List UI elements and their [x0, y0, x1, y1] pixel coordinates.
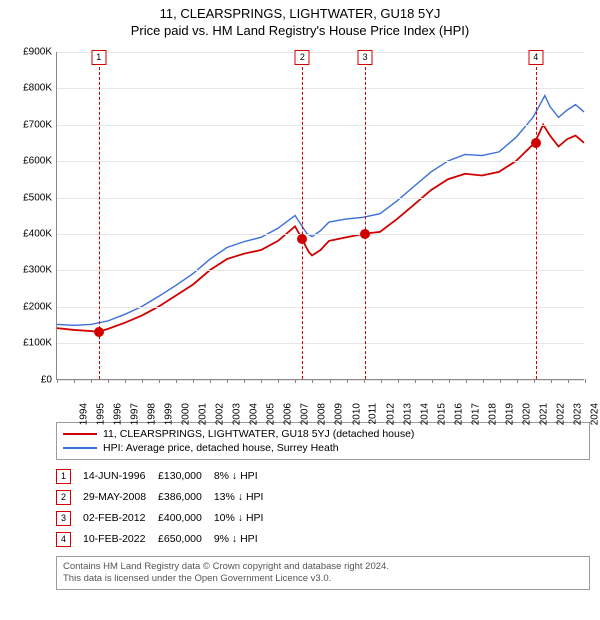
title-address: 11, CLEARSPRINGS, LIGHTWATER, GU18 5YJ	[0, 6, 600, 23]
sale-date: 14-JUN-1996	[83, 466, 158, 487]
chart-area: £0 £100K £200K £300K £400K £500K £600K £700K £80…	[10, 46, 590, 416]
y-tick-label: £700K	[10, 119, 52, 130]
x-tick-label: 2000	[180, 403, 191, 425]
sale-index-box: 3	[56, 511, 71, 526]
x-tick-label: 1994	[78, 403, 89, 425]
x-tick-label: 1996	[112, 403, 123, 425]
x-tick-label: 2009	[334, 403, 345, 425]
sale-delta: 8% ↓ HPI	[214, 466, 276, 487]
y-tick-label: £100K	[10, 338, 52, 349]
sale-date: 02-FEB-2012	[83, 508, 158, 529]
sale-marker	[360, 229, 370, 239]
title-block: 11, CLEARSPRINGS, LIGHTWATER, GU18 5YJ P…	[0, 0, 600, 42]
x-tick-label: 2018	[487, 403, 498, 425]
footer-line-1: Contains HM Land Registry data © Crown c…	[63, 561, 583, 573]
legend-row: 11, CLEARSPRINGS, LIGHTWATER, GU18 5YJ (…	[63, 427, 583, 441]
y-tick-label: £600K	[10, 156, 52, 167]
y-tick-label: £400K	[10, 229, 52, 240]
title-subtitle: Price paid vs. HM Land Registry's House …	[0, 23, 600, 40]
event-marker-box: 4	[528, 50, 543, 65]
y-tick-label: £900K	[10, 46, 52, 57]
x-tick-label: 2022	[555, 403, 566, 425]
x-tick-label: 2020	[521, 403, 532, 425]
series-line	[57, 124, 584, 331]
sales-table: 1 14-JUN-1996£130,0008% ↓ HPI 2 29-MAY-2008…	[56, 466, 590, 550]
x-tick-label: 2002	[215, 403, 226, 425]
event-marker-box: 1	[91, 50, 106, 65]
x-tick-label: 2021	[538, 403, 549, 425]
sale-row: 4 10-FEB-2022£650,0009% ↓ HPI	[56, 529, 275, 550]
x-tick-label: 1995	[95, 403, 106, 425]
sale-index-box: 2	[56, 490, 71, 505]
sale-date: 10-FEB-2022	[83, 529, 158, 550]
x-tick-label: 2007	[300, 403, 311, 425]
sale-price: £650,000	[158, 529, 214, 550]
x-tick-label: 2008	[317, 403, 328, 425]
sale-marker	[297, 234, 307, 244]
series-line	[57, 95, 584, 325]
x-tick-label: 2015	[436, 403, 447, 425]
sale-marker	[531, 138, 541, 148]
x-tick-label: 1997	[129, 403, 140, 425]
plot-region: 1 2 3 4	[56, 52, 584, 380]
legend-label: 11, CLEARSPRINGS, LIGHTWATER, GU18 5YJ (…	[103, 428, 414, 440]
event-marker-box: 2	[295, 50, 310, 65]
legend-swatch	[63, 433, 97, 435]
sale-price: £386,000	[158, 487, 214, 508]
sale-index-box: 1	[56, 469, 71, 484]
x-tick-label: 2017	[470, 403, 481, 425]
sale-date: 29-MAY-2008	[83, 487, 158, 508]
x-tick-label: 2013	[402, 403, 413, 425]
sale-delta: 10% ↓ HPI	[214, 508, 276, 529]
x-tick-label: 1998	[146, 403, 157, 425]
y-tick-label: £800K	[10, 83, 52, 94]
sale-marker	[94, 327, 104, 337]
x-tick-label: 1999	[163, 403, 174, 425]
x-tick-label: 2024	[589, 403, 600, 425]
sale-row: 2 29-MAY-2008£386,00013% ↓ HPI	[56, 487, 275, 508]
legend-label: HPI: Average price, detached house, Surr…	[103, 442, 339, 454]
sale-row: 1 14-JUN-1996£130,0008% ↓ HPI	[56, 466, 275, 487]
legend-swatch	[63, 447, 97, 449]
x-tick-label: 2019	[504, 403, 515, 425]
sale-price: £400,000	[158, 508, 214, 529]
x-tick-label: 2006	[283, 403, 294, 425]
sale-price: £130,000	[158, 466, 214, 487]
x-tick-label: 2014	[419, 403, 430, 425]
footer-line-2: This data is licensed under the Open Gov…	[63, 573, 583, 585]
x-tick-label: 2005	[266, 403, 277, 425]
chart-lines	[57, 52, 584, 379]
x-tick-label: 2023	[572, 403, 583, 425]
x-tick-label: 2012	[385, 403, 396, 425]
x-tick-label: 2001	[197, 403, 208, 425]
y-tick-label: £0	[10, 374, 52, 385]
x-tick-label: 2003	[232, 403, 243, 425]
event-marker-box: 3	[358, 50, 373, 65]
legend-box: 11, CLEARSPRINGS, LIGHTWATER, GU18 5YJ (…	[56, 422, 590, 460]
y-tick-label: £200K	[10, 301, 52, 312]
legend-row: HPI: Average price, detached house, Surr…	[63, 441, 583, 455]
x-tick-label: 2011	[367, 403, 378, 425]
sale-delta: 9% ↓ HPI	[214, 529, 276, 550]
y-tick-label: £500K	[10, 192, 52, 203]
x-tick-label: 2016	[453, 403, 464, 425]
sale-index-box: 4	[56, 532, 71, 547]
y-tick-label: £300K	[10, 265, 52, 276]
attribution-footer: Contains HM Land Registry data © Crown c…	[56, 556, 590, 591]
sale-delta: 13% ↓ HPI	[214, 487, 276, 508]
sale-row: 3 02-FEB-2012£400,00010% ↓ HPI	[56, 508, 275, 529]
x-tick-label: 2004	[249, 403, 260, 425]
x-tick-label: 2010	[351, 403, 362, 425]
